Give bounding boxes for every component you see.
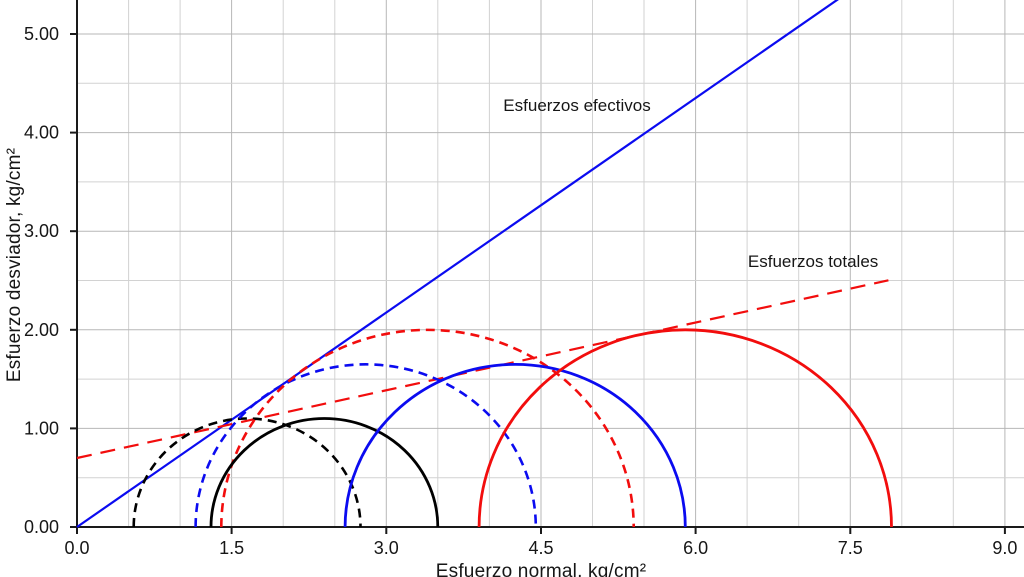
y-axis-title: Esfuerzo desviador, kg/cm²: [4, 147, 25, 383]
mohr-circle-efectivo-3: [220, 328, 635, 528]
x-tick-label: 0.0: [64, 538, 89, 558]
x-tick-label: 7.5: [838, 538, 863, 558]
envelope-envolvente-efectivos: [76, 0, 839, 528]
label-esfuerzos-totales: Esfuerzos totales: [748, 252, 878, 271]
y-tick-label: 2.00: [24, 320, 59, 340]
y-tick-label: 1.00: [24, 418, 59, 438]
mohr-circle-efectivo-2: [194, 363, 538, 528]
x-tick-label: 9.0: [992, 538, 1017, 558]
x-tick-label: 1.5: [219, 538, 244, 558]
label-esfuerzos-efectivos: Esfuerzos efectivos: [503, 96, 650, 115]
y-tick-label: 3.00: [24, 221, 59, 241]
y-tick-label: 4.00: [24, 123, 59, 143]
mohr-circle-total-1: [209, 417, 440, 528]
mohr-circle-efectivo-1: [132, 417, 362, 528]
y-tick-label: 0.00: [24, 517, 59, 537]
mohr-circle-total-3: [477, 328, 893, 528]
x-tick-label: 6.0: [683, 538, 708, 558]
y-tick-label: 5.00: [24, 24, 59, 44]
envelope-envolvente-totales: [76, 279, 889, 460]
x-tick-label: 3.0: [374, 538, 399, 558]
x-tick-label: 4.5: [528, 538, 553, 558]
mohr-circle-total-2: [343, 362, 687, 528]
x-axis-title: Esfuerzo normal, kg/cm²: [435, 561, 647, 577]
